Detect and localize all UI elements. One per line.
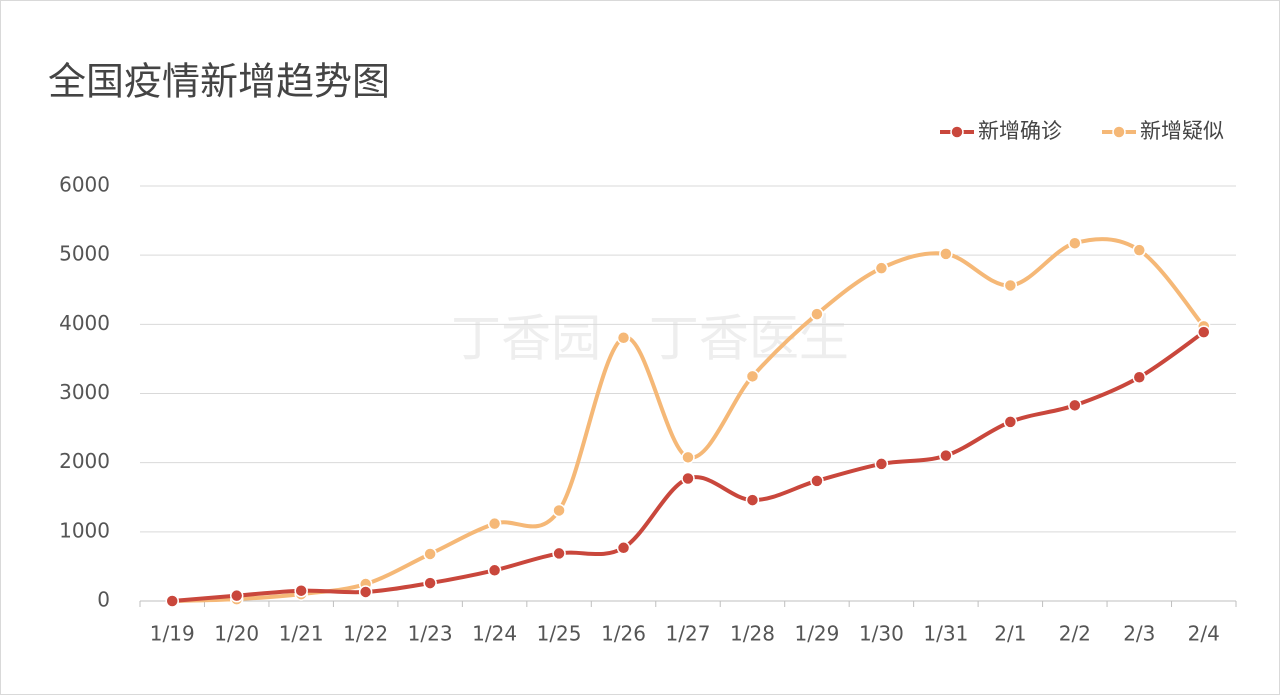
legend-marker xyxy=(1112,125,1126,139)
data-point xyxy=(487,516,502,531)
x-tick-label: 2/2 xyxy=(1059,622,1091,646)
data-point xyxy=(874,261,889,275)
y-tick-label: 0 xyxy=(97,588,110,612)
x-tick-label: 1/20 xyxy=(214,622,259,646)
x-tick-label: 1/29 xyxy=(794,622,839,646)
data-point xyxy=(358,585,373,599)
data-point xyxy=(681,471,695,486)
data-point xyxy=(616,331,631,345)
data-point xyxy=(552,503,566,518)
data-point xyxy=(1068,236,1082,250)
x-tick-label: 1/22 xyxy=(343,622,388,646)
x-tick-label: 2/4 xyxy=(1188,622,1220,646)
data-point xyxy=(1197,325,1211,339)
data-point xyxy=(1068,398,1082,413)
data-point xyxy=(745,369,760,384)
x-tick-label: 1/27 xyxy=(666,622,711,646)
x-tick-label: 1/28 xyxy=(730,622,775,646)
x-tick-label: 1/21 xyxy=(279,622,324,646)
data-point xyxy=(229,588,244,603)
data-point xyxy=(939,448,953,463)
data-point xyxy=(423,547,437,561)
x-tick-label: 1/24 xyxy=(472,622,517,646)
data-point xyxy=(1003,278,1018,293)
data-point xyxy=(939,247,953,261)
legend-label: 新增疑似 xyxy=(1140,119,1224,143)
data-point xyxy=(810,307,824,321)
data-point xyxy=(487,563,502,578)
x-tick-label: 1/30 xyxy=(859,622,904,646)
x-tick-label: 1/25 xyxy=(537,622,582,646)
watermark: 丁香园 · 丁香医生 xyxy=(451,310,849,368)
data-point xyxy=(874,457,889,471)
data-point xyxy=(294,583,308,598)
y-tick-label: 6000 xyxy=(59,173,110,197)
data-point xyxy=(1132,243,1147,257)
y-tick-label: 5000 xyxy=(59,242,110,266)
x-tick-label: 1/31 xyxy=(923,622,968,646)
x-tick-label: 2/3 xyxy=(1123,622,1155,646)
x-tick-label: 1/26 xyxy=(601,622,646,646)
data-point xyxy=(681,450,695,465)
data-point xyxy=(745,493,760,507)
data-point xyxy=(616,541,631,555)
data-point xyxy=(1003,415,1018,429)
y-tick-label: 4000 xyxy=(59,311,110,335)
y-tick-label: 3000 xyxy=(59,380,110,404)
x-tick-label: 1/19 xyxy=(150,622,195,646)
legend-label: 新增确诊 xyxy=(978,119,1062,143)
data-point xyxy=(552,546,566,561)
x-tick-label: 2/1 xyxy=(994,622,1026,646)
chart-title: 全国疫情新增趋势图 xyxy=(48,60,390,104)
data-point xyxy=(1132,370,1147,384)
y-tick-label: 1000 xyxy=(59,518,110,542)
x-tick-label: 1/23 xyxy=(408,622,453,646)
data-point xyxy=(165,594,179,608)
y-tick-label: 2000 xyxy=(59,449,110,473)
data-point xyxy=(423,576,437,590)
legend-marker xyxy=(950,125,964,139)
data-point xyxy=(810,474,824,488)
